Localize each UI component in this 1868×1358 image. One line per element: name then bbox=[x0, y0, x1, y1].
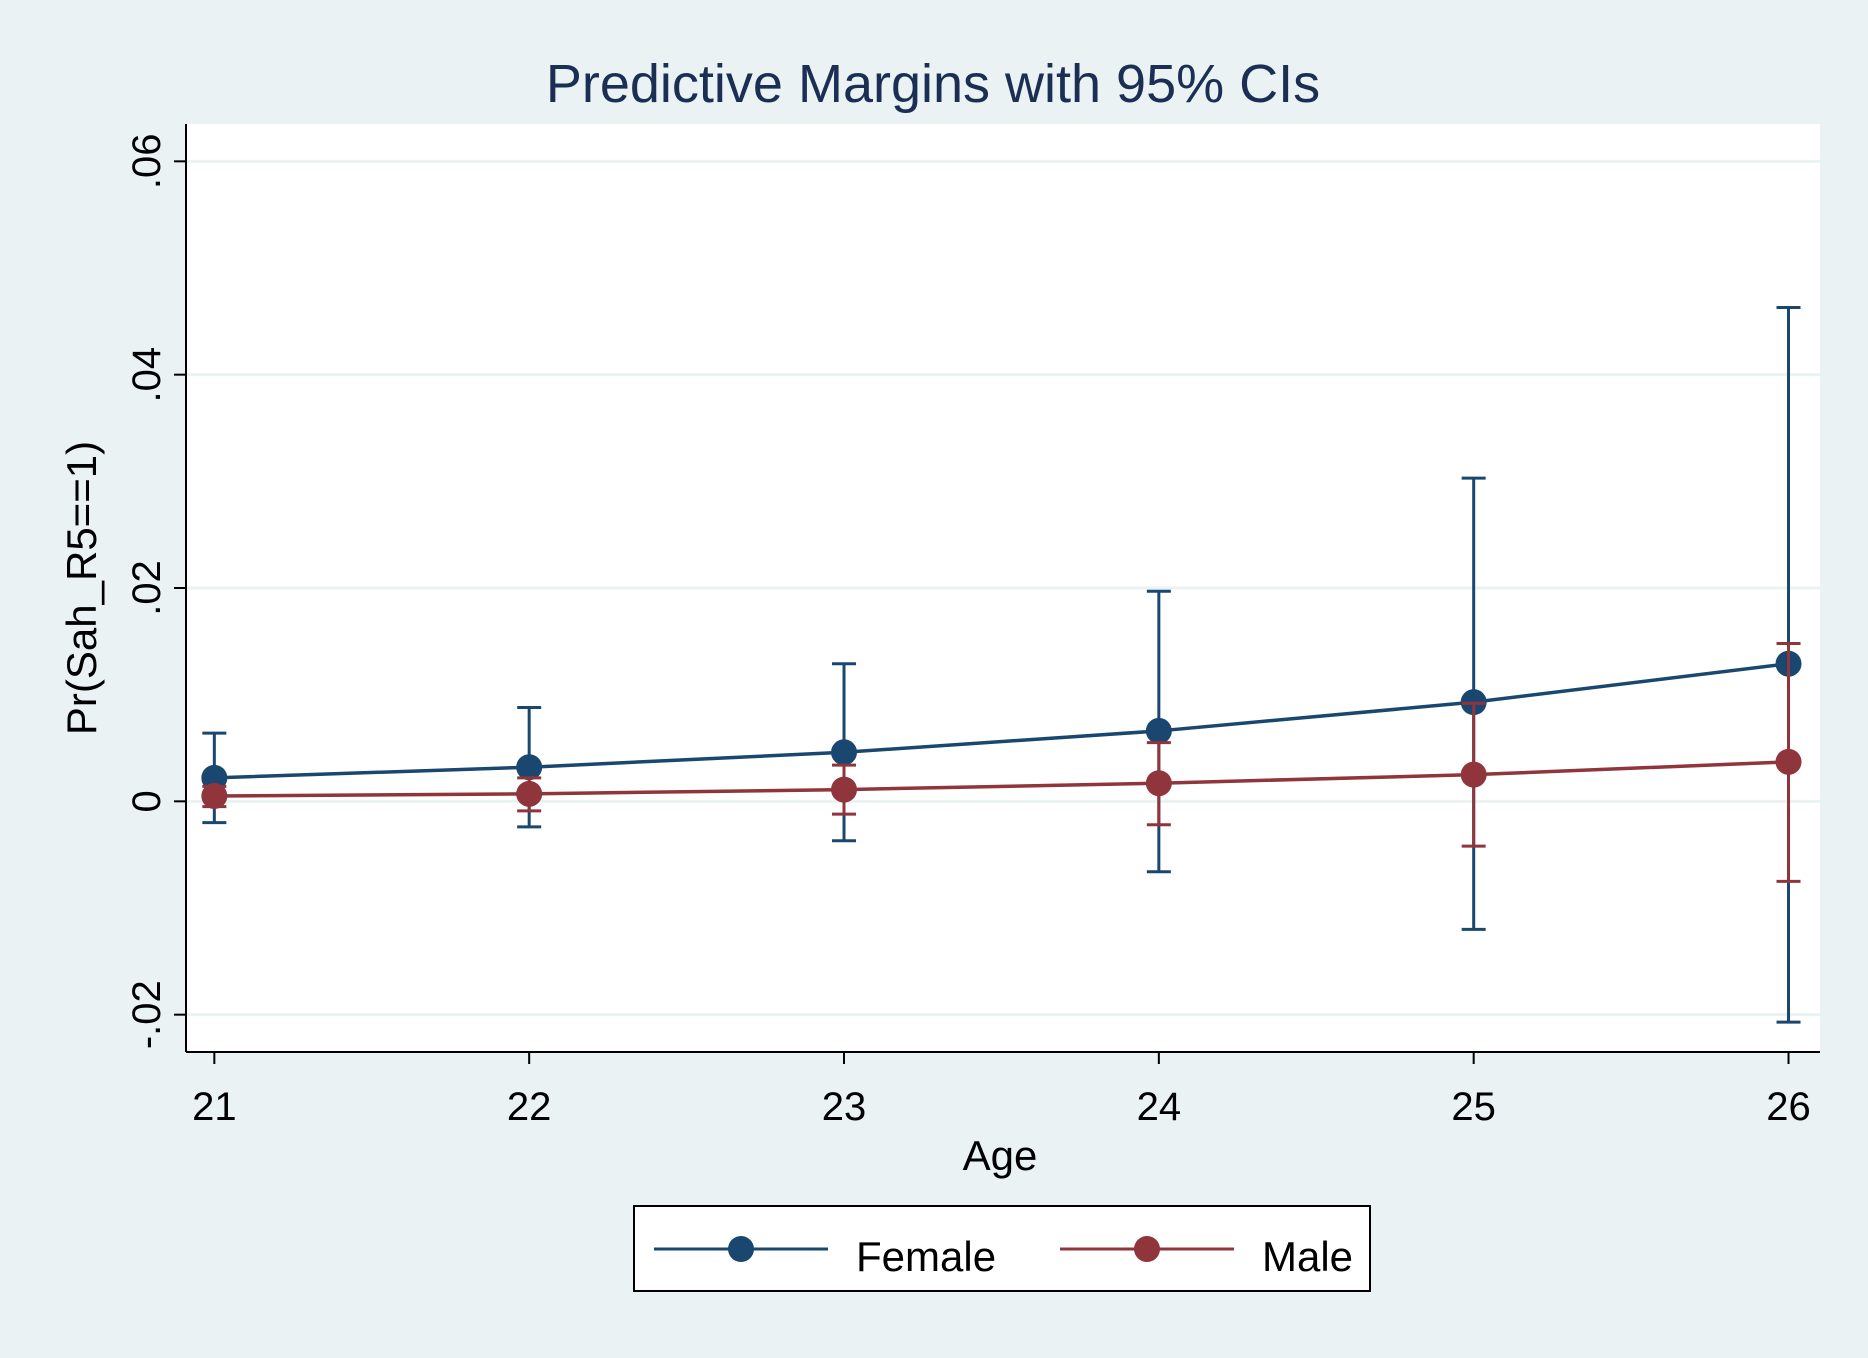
legend-marker-male bbox=[1134, 1236, 1160, 1262]
y-tick-label: .02 bbox=[125, 560, 169, 616]
x-tick-label: 23 bbox=[822, 1085, 867, 1129]
data-point-male bbox=[516, 780, 543, 807]
grid-lines bbox=[186, 159, 1820, 1017]
series-male bbox=[201, 641, 1802, 883]
legend: Female Male bbox=[633, 1205, 1371, 1292]
y-tick-label: -.02 bbox=[125, 980, 169, 1049]
data-point-male bbox=[831, 776, 858, 803]
data-point-male bbox=[1145, 770, 1172, 797]
x-tick-label: 26 bbox=[1766, 1085, 1811, 1129]
series-line-female bbox=[214, 661, 1789, 780]
data-point-male bbox=[1460, 761, 1487, 788]
x-tick-label: 22 bbox=[507, 1085, 552, 1129]
y-tick-label: 0 bbox=[125, 790, 169, 812]
y-tick-label: .04 bbox=[125, 347, 169, 403]
data-point-female bbox=[1145, 717, 1172, 744]
legend-label-male: Male bbox=[1262, 1233, 1353, 1280]
x-tick-label: 25 bbox=[1451, 1085, 1496, 1129]
tick-labels: -.02 0 .02 .04 .06 21 22 23 24 25 26 bbox=[125, 134, 1811, 1129]
legend-entry-female: Female bbox=[654, 1233, 996, 1280]
series-layer bbox=[201, 305, 1802, 1024]
legend-entry-male: Male bbox=[1060, 1233, 1353, 1280]
x-axis-title: Age bbox=[963, 1132, 1038, 1179]
x-tick-label: 24 bbox=[1137, 1085, 1182, 1129]
legend-marker-female bbox=[728, 1236, 754, 1262]
x-tick-label: 21 bbox=[192, 1085, 237, 1129]
chart-title: Predictive Margins with 95% CIs bbox=[546, 54, 1320, 114]
y-tick-label: .06 bbox=[125, 134, 169, 190]
axes bbox=[174, 124, 1820, 1064]
data-point-male bbox=[1775, 748, 1802, 775]
series-line-male bbox=[214, 760, 1789, 798]
data-point-female bbox=[201, 764, 228, 791]
data-point-female bbox=[516, 754, 543, 781]
data-point-female bbox=[831, 739, 858, 766]
data-point-male bbox=[201, 783, 228, 809]
legend-label-female: Female bbox=[856, 1233, 996, 1280]
y-axis-title: Pr(Sah_R5==1) bbox=[58, 441, 105, 735]
